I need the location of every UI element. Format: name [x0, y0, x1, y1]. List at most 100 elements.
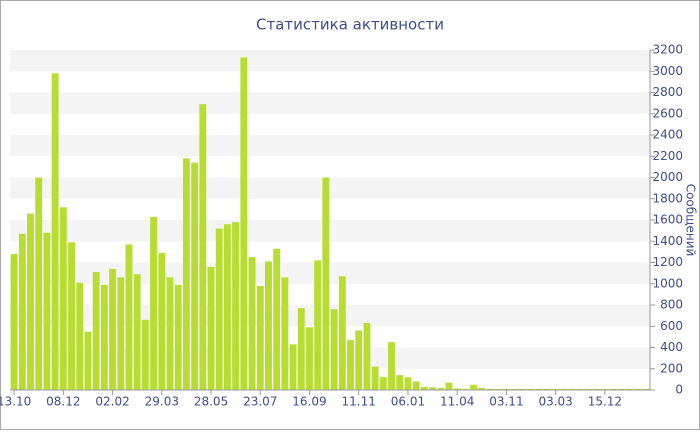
bar: [511, 388, 519, 390]
bar: [642, 388, 650, 390]
y-tick-label: 2800: [652, 85, 683, 99]
bar: [322, 177, 330, 390]
bar: [420, 386, 428, 390]
bar: [215, 228, 223, 390]
bar: [125, 244, 133, 390]
y-tick-label: 600: [660, 319, 683, 333]
x-tick-label: 23.07: [243, 395, 277, 409]
y-tick-label: 3200: [652, 43, 683, 57]
x-tick-label: 08.12: [46, 395, 80, 409]
bar: [388, 342, 395, 390]
bar: [494, 388, 502, 390]
bar: [347, 340, 354, 390]
bar: [174, 284, 182, 390]
x-tick-label: 28.05: [194, 395, 228, 409]
bar: [617, 388, 625, 390]
bar: [207, 266, 215, 390]
bar: [552, 388, 560, 390]
bar: [371, 366, 379, 390]
bar: [68, 242, 75, 390]
bar: [437, 387, 445, 390]
bar: [10, 254, 18, 390]
bar: [338, 276, 346, 390]
bar: [379, 377, 387, 390]
y-tick-label: 2200: [652, 149, 683, 163]
bar: [404, 377, 412, 390]
bar: [117, 277, 125, 390]
y-tick-label: 1000: [652, 276, 683, 290]
bar: [543, 388, 551, 390]
bar: [232, 222, 240, 390]
bar: [593, 388, 601, 390]
bar: [445, 382, 453, 390]
bar: [150, 216, 158, 390]
bar: [519, 388, 527, 390]
x-tick-label: 13.10: [0, 395, 31, 409]
y-tick-label: 2600: [652, 106, 683, 120]
bar: [265, 261, 272, 390]
x-tick-label: 29.03: [145, 395, 179, 409]
bar: [51, 73, 59, 390]
bar: [355, 330, 363, 390]
grid-stripe: [10, 220, 650, 242]
grid-stripe: [10, 92, 650, 114]
bar: [626, 388, 633, 390]
bar: [396, 375, 404, 390]
bar: [100, 284, 108, 390]
y-tick-label: 800: [660, 298, 683, 312]
bar: [363, 323, 371, 390]
x-tick-label: 02.02: [95, 395, 129, 409]
grid-stripe: [10, 135, 650, 157]
bar: [182, 158, 190, 390]
bar: [191, 162, 199, 390]
bar: [453, 388, 461, 390]
bar: [84, 331, 92, 390]
bar: [109, 268, 117, 390]
bar: [412, 381, 420, 390]
bar: [470, 384, 478, 390]
x-tick-label: 03.11: [489, 395, 523, 409]
bar: [486, 388, 494, 390]
bar: [527, 388, 535, 390]
y-tick-label: 2400: [652, 128, 683, 142]
bar: [141, 319, 149, 390]
bar: [166, 277, 174, 390]
y-tick-label: 1800: [652, 191, 683, 205]
y-tick-label: 1400: [652, 234, 683, 248]
y-tick-label: 0: [675, 383, 683, 397]
y-tick-label: 3000: [652, 64, 683, 78]
grid-stripe: [10, 50, 650, 72]
bar: [133, 274, 141, 390]
bar: [429, 387, 437, 390]
chart-title: Статистика активности: [256, 16, 444, 34]
bar: [560, 388, 568, 390]
bar: [256, 285, 264, 390]
bar: [478, 387, 486, 390]
grid-stripe: [10, 177, 650, 199]
bar: [576, 388, 584, 390]
bar: [59, 207, 67, 390]
bar: [35, 177, 43, 390]
bar: [314, 260, 322, 390]
bar: [585, 388, 592, 390]
bar: [199, 104, 207, 390]
bar: [273, 248, 281, 390]
bar: [568, 388, 576, 390]
bar: [248, 257, 256, 390]
bar: [297, 308, 305, 390]
x-tick-label: 11.04: [440, 395, 474, 409]
bar: [92, 272, 100, 390]
bar: [18, 233, 26, 390]
y-axis-label: Сообщений: [684, 184, 698, 257]
y-tick-label: 200: [660, 361, 683, 375]
bar: [240, 57, 248, 390]
bar: [223, 224, 231, 390]
bar: [281, 277, 289, 390]
bar: [306, 327, 313, 390]
bar: [609, 388, 617, 390]
bar: [27, 213, 34, 390]
y-tick-label: 2000: [652, 170, 683, 184]
x-tick-label: 06.01: [391, 395, 425, 409]
x-tick-label: 03.03: [538, 395, 572, 409]
